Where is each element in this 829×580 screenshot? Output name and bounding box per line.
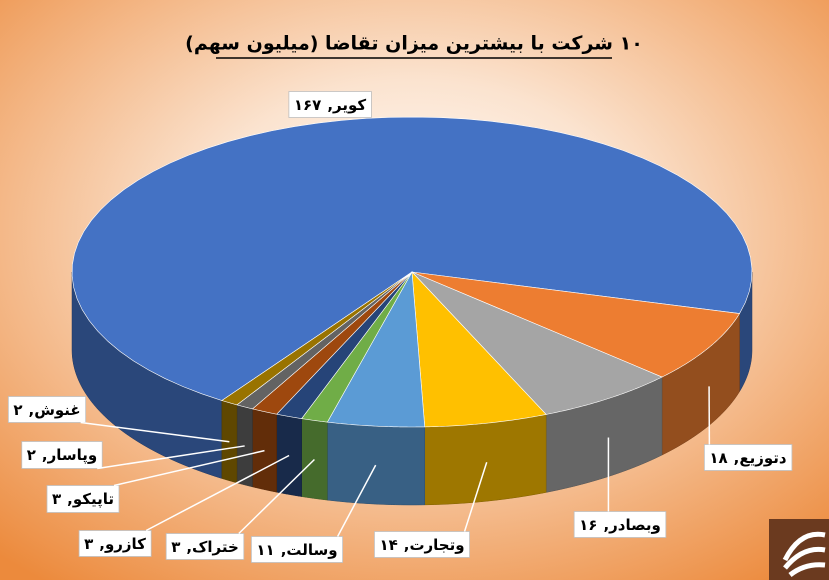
label-separator: ,: [404, 536, 410, 554]
data-label: دتوزیع, ۱۸: [709, 449, 787, 467]
leader-line: [463, 461, 488, 532]
labels: کویر, ۱۶۷ دتوزیع, ۱۸ وبصادر, ۱۶ وتجارت, ۱۴ وسالت…: [7, 91, 793, 563]
data-label: کویر, ۱۶۷: [294, 96, 367, 114]
slice: [276, 271, 413, 419]
label-category: وبصادر: [608, 516, 661, 534]
leader-line: [145, 454, 290, 532]
label-category: وپاسار: [47, 446, 98, 465]
data-label: وپاسار, ۲: [27, 446, 97, 465]
label-box: [165, 533, 245, 560]
label-value: ۱۶: [579, 516, 597, 534]
slice-side: [236, 404, 253, 488]
label-value: ۱۸: [709, 449, 727, 467]
label-category: کازرو: [104, 535, 146, 553]
label-separator: ,: [67, 490, 73, 508]
slice: [411, 271, 547, 428]
label-value: ۱۱: [256, 541, 274, 559]
slice: [221, 271, 413, 406]
label-category: وتجارت: [409, 536, 464, 554]
leader-line: [238, 458, 315, 535]
label-value: ۱۴: [379, 536, 397, 554]
label-category: غنوش: [34, 401, 80, 419]
label-box: [374, 531, 470, 558]
data-label: کازرو, ۳: [84, 535, 146, 553]
label-value: ۳: [84, 535, 93, 553]
slice-side: [252, 408, 277, 493]
label-value: ۲: [27, 446, 36, 464]
slice: [411, 271, 741, 378]
label-separator: ,: [734, 449, 740, 467]
label-box: [21, 441, 103, 469]
slice: [251, 271, 413, 415]
slice: [236, 271, 413, 410]
label-box: [78, 530, 152, 557]
chart-title: ۱۰ شرکت با بیشترین میزان تقاضا (میلیون س…: [185, 33, 643, 55]
label-separator: ,: [42, 446, 48, 464]
slice: [411, 271, 663, 415]
slice: [71, 116, 753, 401]
label-box: [250, 536, 344, 563]
label-category: کویر: [332, 96, 366, 114]
data-label: غنوش, ۲: [13, 401, 80, 419]
slice-side: [424, 414, 547, 506]
label-value: ۱۶۷: [294, 96, 321, 114]
label-separator: ,: [186, 538, 192, 556]
label-category: دتوزیع: [739, 449, 787, 467]
label-separator: ,: [603, 516, 609, 534]
pie: [71, 116, 753, 506]
label-category: وسالت: [286, 541, 337, 559]
slice: [301, 271, 413, 423]
slice-side: [301, 418, 328, 501]
data-label: وسالت, ۱۱: [256, 541, 337, 559]
leader-line: [336, 464, 377, 537]
logo: [769, 519, 829, 580]
leader-line: [113, 449, 265, 487]
label-separator: ,: [99, 535, 105, 553]
label-value: ۳: [52, 490, 61, 508]
label-category: ختراک: [192, 538, 239, 556]
label-separator: ,: [327, 96, 333, 114]
label-box: [703, 444, 793, 471]
label-box: [573, 511, 667, 538]
leader-line: [80, 421, 230, 443]
label-box: [46, 485, 120, 513]
slice: [326, 271, 426, 428]
leader-line: [97, 445, 245, 470]
label-category: تاپیکو: [72, 490, 114, 509]
data-label: ختراک, ۳: [171, 538, 239, 556]
data-label: تاپیکو, ۳: [52, 490, 114, 509]
data-label: وتجارت, ۱۴: [379, 536, 464, 554]
label-value: ۲: [13, 401, 22, 419]
label-separator: ,: [281, 541, 287, 559]
label-box: [7, 396, 87, 423]
data-label: وبصادر, ۱۶: [579, 516, 661, 534]
label-value: ۳: [171, 538, 180, 556]
label-box: [288, 91, 372, 118]
slice-side: [327, 421, 426, 506]
label-separator: ,: [28, 401, 34, 419]
